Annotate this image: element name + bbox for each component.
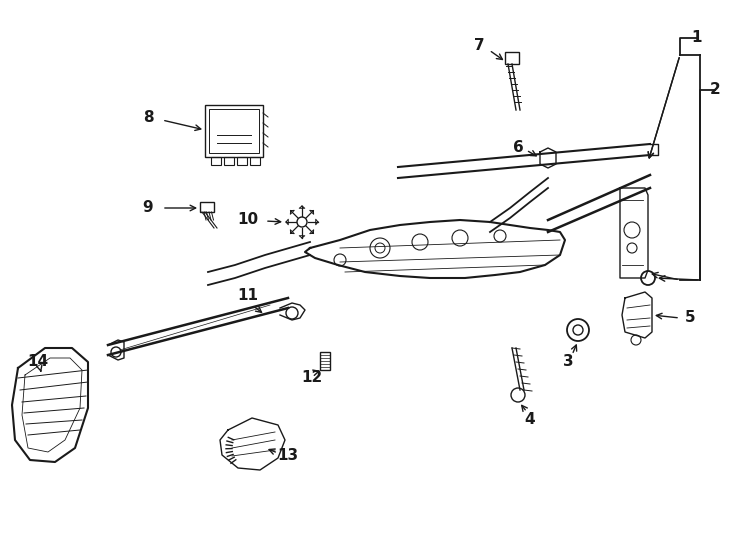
Text: 1: 1 xyxy=(691,30,702,45)
Text: 5: 5 xyxy=(685,310,695,326)
Text: 4: 4 xyxy=(525,413,535,428)
Bar xyxy=(237,157,247,165)
Bar xyxy=(205,105,263,157)
Text: 12: 12 xyxy=(302,370,323,386)
Text: 11: 11 xyxy=(238,287,258,302)
Bar xyxy=(320,352,330,370)
Text: 10: 10 xyxy=(237,213,258,227)
Text: 7: 7 xyxy=(473,38,484,53)
Text: 3: 3 xyxy=(563,354,573,369)
Text: 14: 14 xyxy=(27,354,48,369)
Bar xyxy=(224,157,234,165)
Bar xyxy=(211,157,221,165)
Bar xyxy=(250,157,260,165)
Bar xyxy=(200,202,214,212)
Text: 2: 2 xyxy=(710,83,720,98)
Bar xyxy=(209,109,259,153)
Text: 8: 8 xyxy=(142,111,153,125)
Bar xyxy=(505,52,519,64)
Text: 9: 9 xyxy=(142,200,153,215)
Text: 13: 13 xyxy=(277,448,299,462)
Text: 6: 6 xyxy=(512,140,523,156)
